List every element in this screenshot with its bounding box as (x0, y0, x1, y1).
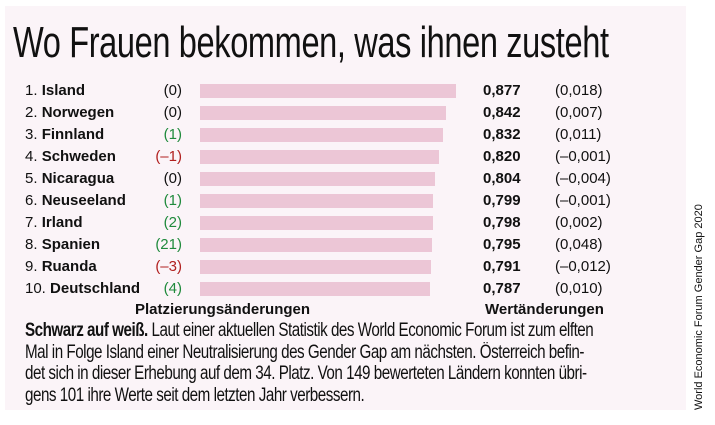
body-lead: Schwarz auf weiß. (25, 320, 148, 341)
rank-change: (0) (163, 170, 182, 187)
bar (200, 194, 434, 208)
value-label: 0,804 (483, 170, 521, 187)
source-credit: World Economic Forum Gender Gap 2020 (693, 204, 705, 410)
bar (200, 238, 433, 252)
bar (200, 106, 446, 120)
bar-row: 10. Deutschland (4) 0,787 (0,010) (0, 278, 690, 300)
value-change: (–0,001) (555, 192, 611, 209)
value-label: 0,787 (483, 280, 521, 297)
value-label: 0,842 (483, 104, 521, 121)
rank-change: (0) (163, 82, 182, 99)
bar (200, 150, 440, 164)
rank-change: (–3) (155, 258, 182, 275)
bar (200, 216, 433, 230)
bar-row: 6. Neuseeland (1) 0,799 (–0,001) (0, 190, 690, 212)
value-label: 0,877 (483, 82, 521, 99)
country-label: 4. Schweden (25, 148, 116, 165)
rank-change: (1) (163, 126, 182, 143)
rank-change: (21) (155, 236, 182, 253)
value-change: (0,010) (555, 280, 603, 297)
rank-change: (–1) (155, 148, 182, 165)
country-label: 3. Finnland (25, 126, 105, 143)
bar-row: 4. Schweden (–1) 0,820 (–0,001) (0, 146, 690, 168)
bar (200, 172, 435, 186)
value-change: (0,018) (555, 82, 603, 99)
body-line-4: gens 101 ihre Werte seit dem letzten Jah… (25, 385, 365, 407)
value-change: (–0,012) (555, 258, 611, 275)
bar-row: 7. Irland (2) 0,798 (0,002) (0, 212, 690, 234)
country-label: 1. Island (25, 82, 86, 99)
country-label: 8. Spanien (25, 236, 101, 253)
country-label: 9. Ruanda (25, 258, 97, 275)
value-label: 0,820 (483, 148, 521, 165)
value-change: (–0,004) (555, 170, 611, 187)
value-label: 0,795 (483, 236, 521, 253)
value-label: 0,798 (483, 214, 521, 231)
bar-row: 5. Nicaragua (0) 0,804 (–0,004) (0, 168, 690, 190)
bar-row: 2. Norwegen (0) 0,842 (0,007) (0, 102, 690, 124)
rank-change-label: Platzierungsänderungen (135, 301, 311, 318)
rank-change: (2) (163, 214, 182, 231)
country-label: 2. Norwegen (25, 104, 115, 121)
value-change: (–0,001) (555, 148, 611, 165)
rank-change: (0) (163, 104, 182, 121)
rank-change: (1) (163, 192, 182, 209)
value-change: (0,011) (555, 126, 602, 143)
body-line-1: Schwarz auf weiß. Laut einer aktuellen S… (25, 320, 594, 341)
country-label: 6. Neuseeland (25, 192, 126, 209)
bar-row: 1. Island (0) 0,877 (0,018) (0, 80, 690, 102)
bar-row: 8. Spanien (21) 0,795 (0,048) (0, 234, 690, 256)
value-label: 0,832 (483, 126, 521, 143)
value-label: 0,791 (483, 258, 521, 275)
bar-row: 3. Finnland (1) 0,832 (0,011) (0, 124, 690, 146)
value-label: 0,799 (483, 192, 521, 209)
value-change: (0,007) (555, 104, 603, 121)
value-change: (0,002) (555, 214, 603, 231)
body-line-3: det sich in dieser Erhebung auf dem 34. … (25, 363, 587, 385)
country-label: 10. Deutschland (25, 280, 141, 297)
country-label: 7. Irland (25, 214, 83, 231)
value-change: (0,048) (555, 236, 603, 253)
bar (200, 84, 457, 98)
bar (200, 128, 443, 142)
country-label: 5. Nicaragua (25, 170, 115, 187)
body-text: Schwarz auf weiß. Laut einer aktuellen S… (25, 320, 715, 407)
value-change-label: Wertänderungen (485, 301, 604, 318)
infographic-panel (5, 6, 686, 410)
chart-title: Wo Frauen bekommen, was ihnen zusteht (13, 18, 609, 67)
body-line-2: Mal in Folge Island einer Neutralisierun… (25, 341, 584, 363)
bar-row: 9. Ruanda (–3) 0,791 (–0,012) (0, 256, 690, 278)
bar (200, 282, 430, 296)
bar (200, 260, 431, 274)
rank-change: (4) (163, 280, 182, 297)
